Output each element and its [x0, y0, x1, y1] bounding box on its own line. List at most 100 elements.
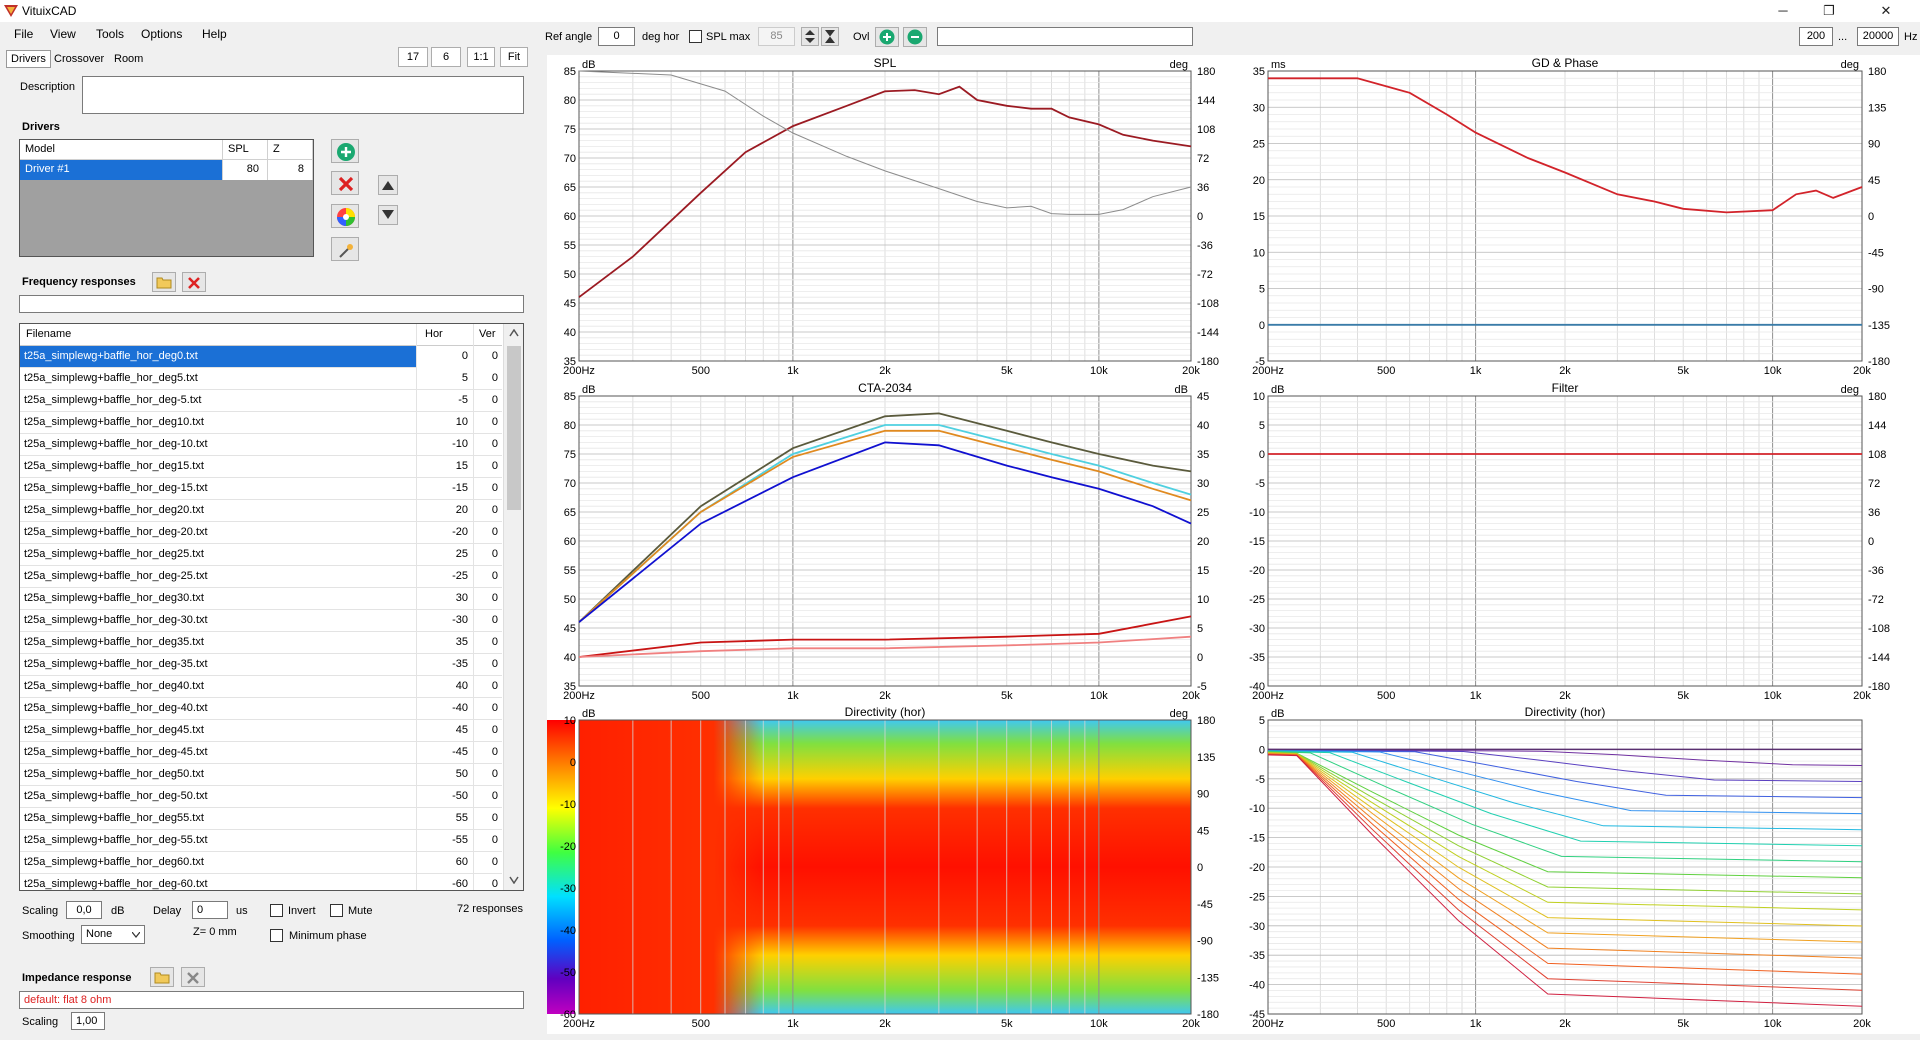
spl-max-spinner[interactable] [801, 27, 819, 46]
menu-tools[interactable]: Tools [96, 27, 125, 41]
x-tick: 5k [1001, 365, 1013, 377]
grid-17-button[interactable]: 17 [398, 47, 428, 67]
frequency-path-input[interactable] [19, 295, 524, 313]
chart-svg[interactable]: GD & Phase ms deg 35 30 25 20 15 10 5 0 -5 180 135 90 4… [1236, 55, 1920, 381]
file-row[interactable]: t25a_simplewg+baffle_hor_deg30.txt 30 0 [20, 588, 502, 610]
chart-left-unit: dB [1271, 384, 1284, 396]
file-row[interactable]: t25a_simplewg+baffle_hor_deg-60.txt -60 0 [20, 874, 502, 890]
clear-frequency-button[interactable] [182, 272, 206, 292]
move-up-button[interactable] [378, 175, 398, 195]
file-row[interactable]: t25a_simplewg+baffle_hor_deg-20.txt -20 0 [20, 522, 502, 544]
files-scroll-thumb[interactable] [507, 346, 521, 510]
x-tick: 2k [1559, 1018, 1571, 1030]
close-button[interactable]: ✕ [1880, 3, 1892, 18]
spl-max-checkbox[interactable] [689, 30, 702, 43]
chart-panel-2[interactable]: GD & Phase ms deg 35 30 25 20 15 10 5 0 -5 180 135 90 4… [1236, 55, 1920, 381]
freq-to-input[interactable]: 20000 [1857, 27, 1899, 46]
one-to-one-button[interactable]: 1:1 [467, 47, 495, 67]
file-row[interactable]: t25a_simplewg+baffle_hor_deg-55.txt -55 0 [20, 830, 502, 852]
file-row[interactable]: t25a_simplewg+baffle_hor_deg-50.txt -50 0 [20, 786, 502, 808]
file-hor: -50 [416, 786, 473, 808]
spl-max-fit-button[interactable] [821, 27, 839, 46]
y-tick-left: 25 [1253, 139, 1265, 151]
file-row[interactable]: t25a_simplewg+baffle_hor_deg0.txt 0 0 [20, 346, 502, 368]
chart-panel-4[interactable]: Filter dB deg 10 5 0 -5 -10 -15 -20 -25 -30 -35 -40 18… [1236, 380, 1920, 706]
chart-svg[interactable]: Directivity (hor) dB 5 0 -5 -10 -15 -20 -25 -30 -3… [1236, 704, 1920, 1034]
gray-x-icon [187, 972, 199, 984]
files-scrollbar[interactable] [503, 324, 523, 890]
file-row[interactable]: t25a_simplewg+baffle_hor_deg60.txt 60 0 [20, 852, 502, 874]
fit-button[interactable]: Fit [500, 47, 528, 67]
file-row[interactable]: t25a_simplewg+baffle_hor_deg40.txt 40 0 [20, 676, 502, 698]
chart-svg[interactable]: Filter dB deg 10 5 0 -5 -10 -15 -20 -25 -30 -35 -40 18… [1236, 380, 1920, 706]
driver-wizard-button[interactable] [331, 237, 359, 261]
file-row[interactable]: t25a_simplewg+baffle_hor_deg-30.txt -30 0 [20, 610, 502, 632]
file-row[interactable]: t25a_simplewg+baffle_hor_deg45.txt 45 0 [20, 720, 502, 742]
file-row[interactable]: t25a_simplewg+baffle_hor_deg55.txt 55 0 [20, 808, 502, 830]
add-overlay-button[interactable] [875, 27, 899, 47]
file-row[interactable]: t25a_simplewg+baffle_hor_deg-25.txt -25 0 [20, 566, 502, 588]
file-name: t25a_simplewg+baffle_hor_deg-5.txt [24, 394, 202, 406]
tab-crossover[interactable]: Crossover [54, 53, 105, 65]
x-tick: 20k [1853, 365, 1871, 377]
menu-help[interactable]: Help [202, 27, 227, 41]
file-row[interactable]: t25a_simplewg+baffle_hor_deg-15.txt -15 0 [20, 478, 502, 500]
file-row[interactable]: t25a_simplewg+baffle_hor_deg35.txt 35 0 [20, 632, 502, 654]
ref-angle-input[interactable]: 0 [598, 27, 635, 46]
file-row[interactable]: t25a_simplewg+baffle_hor_deg-10.txt -10 0 [20, 434, 502, 456]
file-row[interactable]: t25a_simplewg+baffle_hor_deg15.txt 15 0 [20, 456, 502, 478]
y-tick-left: 45 [564, 623, 576, 635]
chart-panel-1[interactable]: SPL dB deg 85 80 75 70 65 60 55 50 45 40 35 180 144 108 7… [547, 55, 1243, 381]
add-driver-button[interactable] [331, 139, 359, 163]
clear-impedance-button[interactable] [181, 967, 205, 987]
file-row[interactable]: t25a_simplewg+baffle_hor_deg20.txt 20 0 [20, 500, 502, 522]
file-row[interactable]: t25a_simplewg+baffle_hor_deg-35.txt -35 0 [20, 654, 502, 676]
mute-checkbox[interactable] [330, 904, 343, 917]
move-down-button[interactable] [378, 205, 398, 225]
invert-checkbox[interactable] [270, 904, 283, 917]
minimum-phase-checkbox[interactable] [270, 929, 283, 942]
chart-panel-5[interactable]: Directivity (hor) dB deg 10 0 -10 -20 -30 -40 -50… [547, 704, 1243, 1034]
file-ver: 0 [473, 456, 502, 478]
chart-left-unit: ms [1271, 59, 1286, 71]
freq-from-input[interactable]: 200 [1799, 27, 1833, 46]
scaling-unit: dB [111, 905, 125, 917]
file-row[interactable]: t25a_simplewg+baffle_hor_deg50.txt 50 0 [20, 764, 502, 786]
impedance-file[interactable]: default: flat 8 ohm [19, 991, 524, 1009]
open-impedance-button[interactable] [150, 967, 174, 987]
smoothing-select[interactable]: None [81, 925, 145, 944]
remove-driver-button[interactable] [331, 171, 359, 195]
menu-options[interactable]: Options [141, 27, 183, 41]
menu-file[interactable]: File [14, 27, 34, 41]
delay-input[interactable]: 0 [192, 901, 228, 919]
file-row[interactable]: t25a_simplewg+baffle_hor_deg5.txt 5 0 [20, 368, 502, 390]
file-row[interactable]: t25a_simplewg+baffle_hor_deg-5.txt -5 0 [20, 390, 502, 412]
overlay-input[interactable] [937, 27, 1193, 46]
scaling-input[interactable]: 0,0 [66, 901, 102, 919]
chart-panel-3[interactable]: CTA-2034 dB dB 85 80 75 70 65 60 55 50 45 40 35 45 40 35… [547, 380, 1243, 706]
maximize-button[interactable]: ❐ [1823, 3, 1835, 18]
chart-svg[interactable]: SPL dB deg 85 80 75 70 65 60 55 50 45 40 35 180 144 108 7… [547, 55, 1243, 381]
y-tick-right: 0 [1868, 211, 1874, 223]
spl-max-input[interactable]: 85 [758, 27, 795, 46]
tab-drivers[interactable]: Drivers [6, 50, 51, 68]
menu-view[interactable]: View [50, 27, 76, 41]
grid-6-button[interactable]: 6 [431, 47, 461, 67]
remove-overlay-button[interactable] [903, 27, 927, 47]
file-hor: -20 [416, 522, 473, 544]
impedance-scaling-input[interactable]: 1,00 [71, 1012, 105, 1030]
file-row[interactable]: t25a_simplewg+baffle_hor_deg-40.txt -40 0 [20, 698, 502, 720]
description-input[interactable] [82, 76, 524, 114]
chart-panel-6[interactable]: Directivity (hor) dB 5 0 -5 -10 -15 -20 -25 -30 -3… [1236, 704, 1920, 1034]
chart-svg[interactable]: Directivity (hor) dB deg 10 0 -10 -20 -30 -40 -50… [547, 704, 1243, 1034]
driver-color-button[interactable] [331, 204, 359, 228]
z-offset-label: Z= 0 mm [193, 926, 237, 938]
file-row[interactable]: t25a_simplewg+baffle_hor_deg10.txt 10 0 [20, 412, 502, 434]
y-tick-left: 15 [1253, 211, 1265, 223]
file-row[interactable]: t25a_simplewg+baffle_hor_deg25.txt 25 0 [20, 544, 502, 566]
open-frequency-button[interactable] [152, 272, 176, 292]
minimize-button[interactable]: ─ [1778, 3, 1788, 18]
file-row[interactable]: t25a_simplewg+baffle_hor_deg-45.txt -45 0 [20, 742, 502, 764]
tab-room[interactable]: Room [114, 53, 144, 65]
